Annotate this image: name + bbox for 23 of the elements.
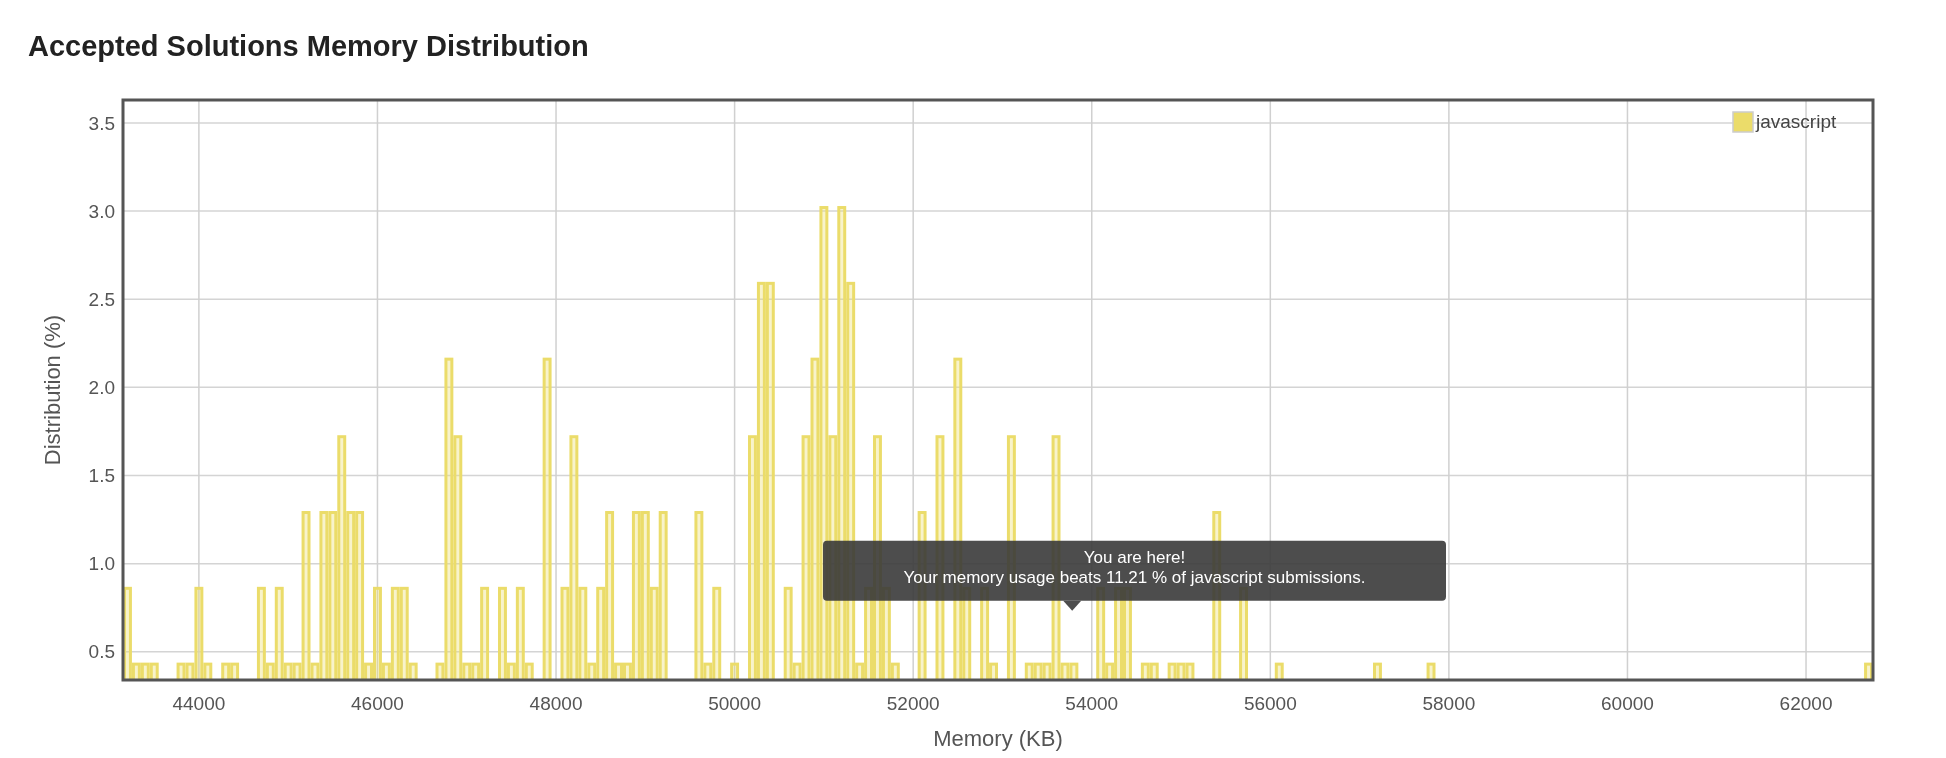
y-tick-label: 3.5 [88,112,115,134]
y-tick-label: 1.5 [88,465,115,487]
y-axis-title: Distribution (%) [40,314,65,466]
x-tick-label: 60000 [1601,693,1654,714]
y-tick-label: 3.0 [88,200,115,222]
y-tick-label: 2.0 [88,377,115,399]
x-tick-label: 54000 [1065,693,1119,714]
y-tick-label: 1.0 [88,553,115,575]
y-tick-label: 0.5 [88,641,115,663]
x-tick-label: 56000 [1243,693,1297,714]
x-axis-title: Memory (KB) [933,726,1063,751]
x-tick-label: 48000 [529,693,583,714]
y-tick-label: 2.5 [88,288,115,310]
x-tick-label: 58000 [1422,693,1476,714]
x-tick-label: 52000 [886,693,940,714]
x-tick-label: 50000 [708,693,762,714]
legend-label: javascript [1755,111,1837,132]
chart-title: Accepted Solutions Memory Distribution [28,30,589,62]
x-tick-label: 44000 [172,693,226,714]
annotation: You are here! [1083,547,1186,567]
x-tick-label: 62000 [1779,693,1833,714]
x-tick-label: 46000 [351,693,404,714]
annotation: Your memory usage beats 11.21 % of javascript submissions. [903,567,1366,587]
